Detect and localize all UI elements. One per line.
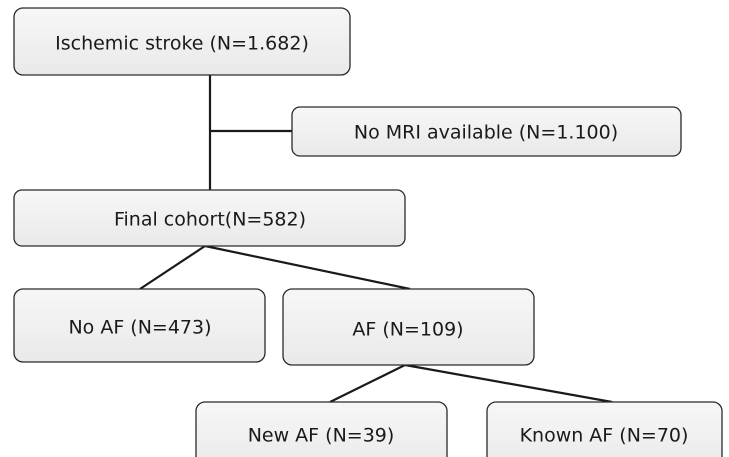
node-box [13,288,266,363]
node: Final cohort(N=582) [13,189,406,247]
node: AF (N=109) [282,288,535,366]
node-box [13,189,406,247]
connector [329,364,406,403]
node-label: Known AF (N=70) [520,425,689,447]
node-label: No AF (N=473) [68,317,211,339]
node: Ischemic stroke (N=1.682) [13,7,351,76]
node: New AF (N=39) [195,401,448,457]
node-label: New AF (N=39) [248,425,395,447]
connectors [139,75,613,404]
connector [139,245,206,290]
node-label: No MRI available (N=1.100) [354,122,618,144]
connector [404,363,613,404]
node-box [282,288,535,366]
node-box [486,401,723,457]
node-box [195,401,448,457]
node-label: Ischemic stroke (N=1.682) [55,33,309,55]
node-label: Final cohort(N=582) [114,209,306,231]
node: No AF (N=473) [13,288,266,363]
node: Known AF (N=70) [486,401,723,457]
node-label: AF (N=109) [352,319,463,341]
node: No MRI available (N=1.100) [291,106,682,157]
connector [204,244,411,291]
node-box [291,106,682,157]
node-box [13,7,351,76]
